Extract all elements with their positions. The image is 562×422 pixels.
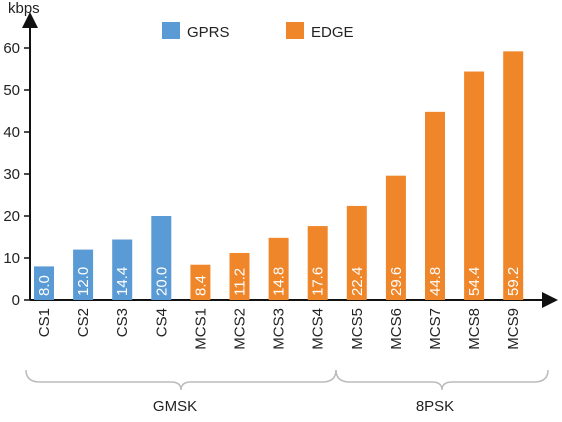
y-tick-label: 20 (3, 208, 20, 225)
bar (190, 264, 211, 300)
value-label: 14.4 (114, 267, 131, 296)
value-label: 54.4 (466, 267, 483, 296)
y-axis-arrow (22, 12, 38, 28)
value-label: 20.0 (153, 267, 170, 296)
group-brace (25, 369, 337, 391)
x-tick-label: MCS4 (310, 308, 327, 350)
x-tick-label: CS1 (36, 308, 53, 337)
legend-swatch (286, 22, 304, 39)
group-label: 8PSK (416, 398, 454, 415)
bar (346, 205, 367, 300)
value-label: 44.8 (427, 267, 444, 296)
group-label: GMSK (153, 398, 197, 415)
x-axis-arrow (542, 292, 558, 308)
value-label: 22.4 (349, 267, 366, 296)
x-tick-label: CS2 (75, 308, 92, 337)
bar (464, 71, 485, 301)
value-label: 12.0 (75, 267, 92, 296)
legend-swatch (162, 22, 180, 39)
bar (268, 237, 289, 300)
y-tick-label: 10 (3, 250, 20, 267)
y-tick-label: 60 (3, 40, 20, 57)
legend-label: EDGE (311, 24, 354, 41)
bar (151, 216, 172, 300)
y-tick-label: 0 (12, 292, 20, 309)
bar (307, 226, 328, 300)
x-tick-label: CS4 (153, 308, 170, 337)
x-tick-label: MCS7 (427, 308, 444, 350)
x-tick-label: MCS8 (466, 308, 483, 350)
value-label: 14.8 (271, 267, 288, 296)
bar (503, 51, 524, 300)
value-label: 8.0 (36, 275, 53, 296)
x-tick-label: MCS1 (192, 308, 209, 350)
value-label: 59.2 (505, 267, 522, 296)
x-tick-label: CS3 (114, 308, 131, 337)
bar (34, 266, 54, 300)
bar (229, 252, 250, 300)
group-brace (335, 369, 549, 391)
x-tick-label: MCS3 (271, 308, 288, 350)
value-label: 17.6 (310, 267, 327, 296)
y-tick-label: 30 (3, 166, 20, 183)
y-tick-label: 40 (3, 124, 20, 141)
value-label: 8.4 (192, 275, 209, 296)
bar (385, 175, 406, 300)
value-label: 11.2 (232, 268, 249, 296)
x-tick-label: MCS9 (505, 308, 522, 350)
y-tick-label: 50 (3, 82, 20, 99)
x-tick-label: MCS6 (388, 308, 405, 350)
bar (73, 249, 94, 300)
legend-label: GPRS (187, 24, 230, 41)
x-tick-label: MCS5 (349, 308, 366, 350)
y-axis-label: kbps (8, 0, 40, 17)
bar (425, 111, 445, 300)
bar (112, 239, 133, 300)
value-label: 29.6 (388, 267, 405, 296)
x-tick-label: MCS2 (232, 308, 249, 350)
